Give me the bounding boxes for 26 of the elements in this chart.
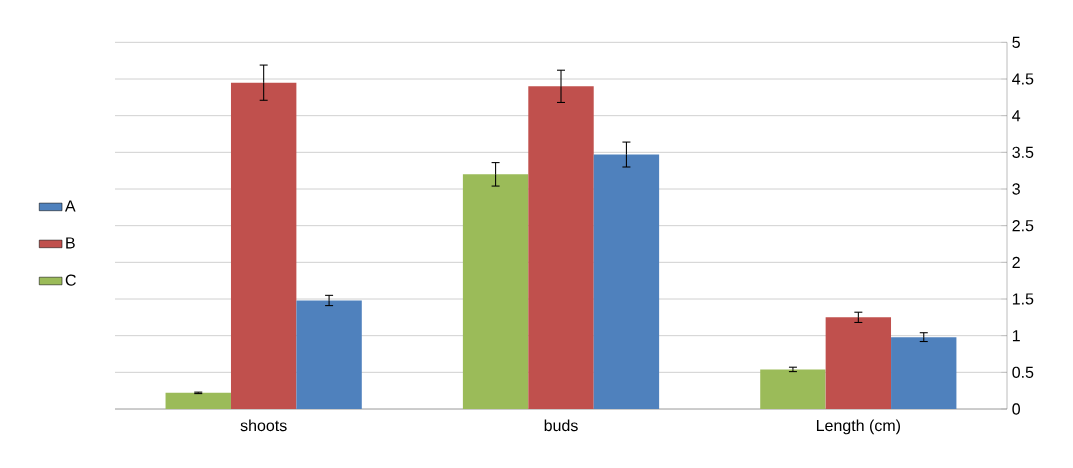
x-tick-label: buds xyxy=(544,419,578,432)
bar xyxy=(296,300,362,409)
y-tick-label: 1 xyxy=(1012,330,1020,342)
y-tick-label: 3 xyxy=(1012,183,1020,195)
y-tick-label: 0 xyxy=(1012,403,1020,415)
x-tick-label: Length (cm) xyxy=(816,419,900,435)
x-tick-label: shoots xyxy=(240,419,287,432)
bar xyxy=(230,82,297,409)
bar xyxy=(825,317,892,409)
y-tick-label: 0.5 xyxy=(1012,366,1034,378)
bar xyxy=(165,392,231,409)
bar xyxy=(528,86,594,409)
y-tick-label: 5 xyxy=(1012,36,1020,48)
legend-label: B xyxy=(66,237,75,249)
y-tick-label: 3.5 xyxy=(1012,146,1034,158)
bar xyxy=(593,154,660,409)
y-tick-label: 4.5 xyxy=(1012,73,1034,85)
y-tick-label: 2.5 xyxy=(1012,220,1034,232)
bar xyxy=(891,337,957,409)
y-tick-label: 1.5 xyxy=(1012,293,1034,305)
y-tick-label: 4 xyxy=(1012,110,1021,122)
legend-label: C xyxy=(65,274,76,286)
legend-label: A xyxy=(64,200,76,212)
y-tick-label: 2 xyxy=(1012,256,1020,268)
bar xyxy=(462,174,529,409)
bar xyxy=(760,369,826,409)
